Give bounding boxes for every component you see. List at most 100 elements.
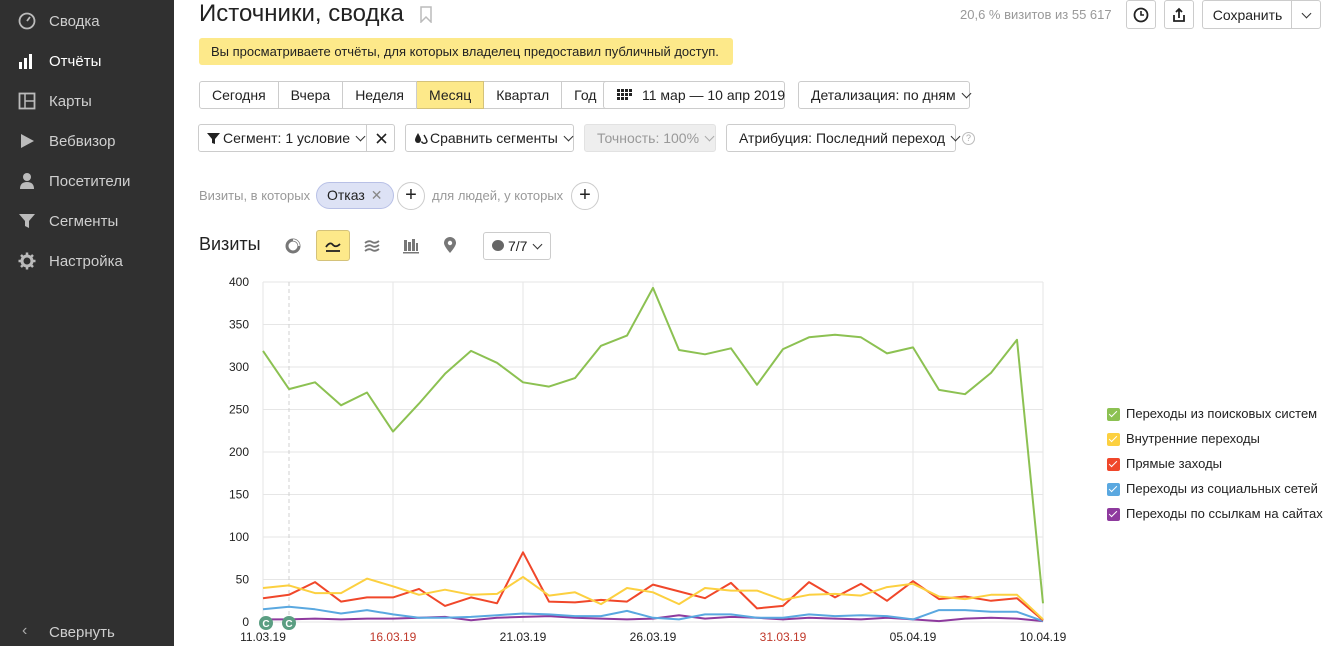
sidebar-collapse-button[interactable]: ‹ Свернуть [0, 620, 174, 646]
gear-icon [18, 252, 36, 270]
annotation-marker-label: C [285, 619, 292, 630]
sidebar-item-summary[interactable]: Сводка [0, 1, 174, 41]
x-tick-label: 11.03.19 [240, 630, 286, 644]
y-tick-label: 0 [242, 615, 249, 629]
comment-icon [492, 240, 504, 251]
segment-condition-middle: для людей, у которых [432, 188, 564, 203]
period-quarter-button[interactable]: Квартал [484, 81, 563, 109]
add-user-condition-button[interactable]: + [571, 182, 599, 210]
series-line-1 [262, 286, 1044, 604]
sidebar-item-label: Настройка [49, 252, 123, 270]
y-tick-label: 400 [229, 275, 249, 289]
plus-icon: + [579, 184, 591, 206]
chart-title: Визиты [199, 234, 261, 254]
add-visit-condition-button[interactable]: + [397, 182, 425, 210]
funnel-icon [19, 214, 35, 228]
legend-label: Внутренние переходы [1126, 431, 1260, 446]
x-tick-label: 10.04.19 [1020, 630, 1067, 644]
close-icon[interactable]: ✕ [370, 187, 383, 203]
period-month-button[interactable]: Месяц [417, 81, 485, 109]
compare-segments-dropdown[interactable]: Сравнить сегменты [405, 124, 574, 152]
column-chart-icon [403, 238, 419, 253]
period-selector: Сегодня Вчера Неделя Месяц Квартал Год [199, 81, 610, 109]
sidebar: Сводка Отчёты Карты Вебвизор Посетители … [0, 0, 174, 646]
legend-item-direct[interactable]: Прямые заходы [1107, 455, 1323, 480]
sidebar-collapse-label: Свернуть [49, 624, 115, 641]
annotations-label: 7/7 [508, 238, 528, 254]
map-icon [18, 92, 36, 110]
period-yesterday-button[interactable]: Вчера [278, 81, 344, 109]
map-view-button[interactable] [433, 230, 467, 261]
area-chart-button[interactable] [355, 230, 389, 261]
y-tick-label: 50 [236, 573, 250, 587]
checkbox-icon [1107, 458, 1120, 471]
date-range-button[interactable]: 11 мар — 10 апр 2019 [603, 81, 785, 109]
area-chart-icon [364, 239, 380, 252]
legend-label: Прямые заходы [1126, 456, 1223, 471]
legend-item-links[interactable]: Переходы по ссылкам на сайтах [1107, 505, 1323, 530]
x-tick-label: 16.03.19 [370, 630, 417, 644]
legend-label: Переходы по ссылкам на сайтах [1126, 506, 1323, 521]
clear-segment-button[interactable] [366, 124, 395, 152]
period-today-button[interactable]: Сегодня [199, 81, 279, 109]
checkbox-icon [1107, 483, 1120, 496]
sidebar-item-label: Сегменты [49, 212, 119, 230]
annotation-marker-label: C [262, 619, 269, 630]
clock-icon [1133, 7, 1149, 22]
accuracy-label: Точность: 100% [597, 130, 700, 146]
attribution-dropdown[interactable]: Атрибуция: Последний переход [726, 124, 961, 152]
help-icon[interactable]: ? [962, 132, 975, 145]
period-week-button[interactable]: Неделя [343, 81, 418, 109]
sidebar-item-maps[interactable]: Карты [0, 81, 174, 121]
segment-filter-icon [207, 133, 220, 144]
map-pin-icon [444, 237, 456, 253]
sidebar-item-settings[interactable]: Настройка [0, 241, 174, 281]
sidebar-item-reports[interactable]: Отчёты [0, 41, 174, 81]
segment-dropdown[interactable]: Сегмент: 1 условие [198, 124, 367, 152]
sidebar-item-segments[interactable]: Сегменты [0, 201, 174, 241]
legend-item-social[interactable]: Переходы из социальных сетей [1107, 480, 1323, 505]
segment-condition-chip[interactable]: Отказ ✕ [316, 182, 394, 209]
annotations-dropdown[interactable]: 7/7 [483, 232, 551, 260]
calendar-icon [617, 89, 632, 100]
gauge-icon [18, 12, 36, 30]
x-tick-label: 26.03.19 [630, 630, 677, 644]
sidebar-item-visitors[interactable]: Посетители [0, 161, 174, 201]
y-tick-label: 100 [229, 530, 249, 544]
chevron-down-icon [704, 131, 715, 142]
chip-label: Отказ [327, 187, 365, 203]
sidebar-item-label: Вебвизор [49, 132, 116, 150]
sidebar-item-webvisor[interactable]: Вебвизор [0, 121, 174, 161]
segment-label: Сегмент: 1 условие [223, 130, 351, 146]
y-tick-label: 250 [229, 403, 249, 417]
save-button[interactable]: Сохранить [1202, 0, 1292, 29]
y-tick-label: 150 [229, 488, 249, 502]
bookmark-icon[interactable] [420, 6, 432, 23]
legend-label: Переходы из социальных сетей [1126, 481, 1318, 496]
annotation-marker [282, 616, 296, 630]
accuracy-dropdown[interactable]: Точность: 100% [584, 124, 716, 152]
chevron-left-icon: ‹ [22, 622, 28, 639]
sidebar-item-label: Сводка [49, 12, 100, 30]
save-options-button[interactable] [1291, 0, 1321, 29]
series-line-3 [262, 551, 1044, 622]
bar-chart-button[interactable] [394, 230, 428, 261]
checkbox-icon [1107, 433, 1120, 446]
line-chart-icon [325, 242, 341, 252]
chevron-down-icon [563, 131, 574, 142]
page-title: Источники, сводка [199, 0, 404, 27]
chevron-down-icon [1301, 8, 1311, 18]
pie-chart-button[interactable] [276, 230, 310, 261]
legend-item-search[interactable]: Переходы из поисковых систем [1107, 405, 1323, 430]
history-button[interactable] [1126, 0, 1156, 29]
line-chart-button[interactable] [316, 230, 350, 261]
chevron-down-icon [950, 131, 961, 142]
detail-dropdown[interactable]: Детализация: по дням [798, 81, 972, 109]
chart-legend: Переходы из поисковых систем Внутренние … [1107, 405, 1323, 530]
visits-share-info: 20,6 % визитов из 55 617 [960, 7, 1112, 22]
x-tick-label: 31.03.19 [760, 630, 807, 644]
y-tick-label: 200 [229, 445, 249, 459]
annotation-marker [259, 616, 273, 630]
share-button[interactable] [1164, 0, 1194, 29]
legend-item-internal[interactable]: Внутренние переходы [1107, 430, 1323, 455]
